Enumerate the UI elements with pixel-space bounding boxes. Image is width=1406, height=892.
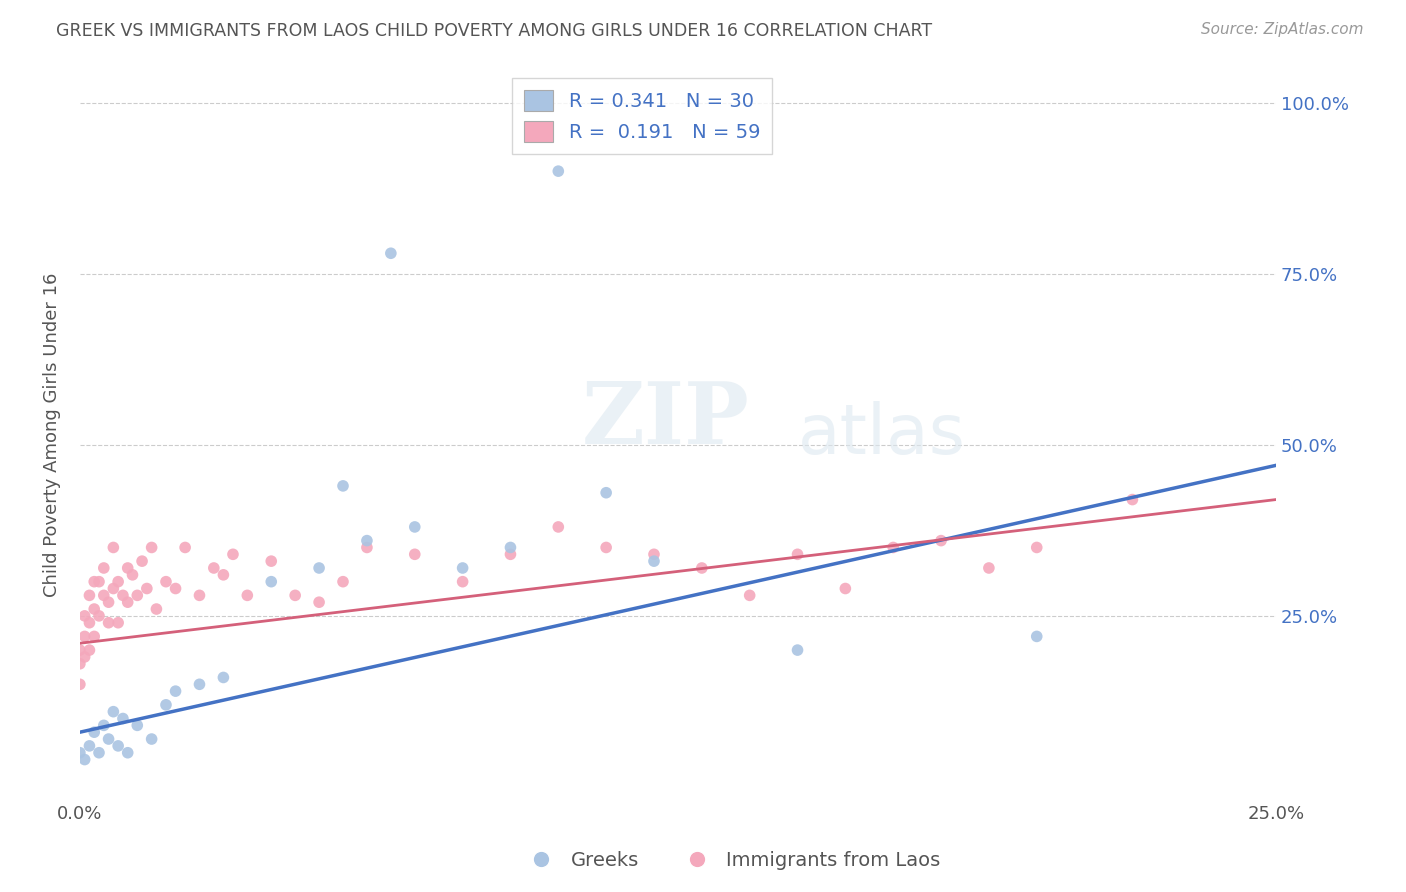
Point: [356, 541, 378, 555]
Point: [141, 732, 163, 747]
Point: [260, 554, 283, 568]
Point: [145, 602, 167, 616]
Point: [73, 753, 96, 767]
Point: [79, 588, 101, 602]
Point: [236, 588, 259, 602]
Point: [135, 582, 157, 596]
Point: [111, 588, 134, 602]
Point: [188, 677, 211, 691]
Point: [786, 547, 808, 561]
Point: [212, 670, 235, 684]
Point: [111, 712, 134, 726]
Point: [977, 561, 1000, 575]
Legend: R = 0.341   N = 30, R =  0.191   N = 59: R = 0.341 N = 30, R = 0.191 N = 59: [512, 78, 772, 153]
Point: [103, 705, 125, 719]
Point: [141, 541, 163, 555]
Point: [79, 643, 101, 657]
Text: GREEK VS IMMIGRANTS FROM LAOS CHILD POVERTY AMONG GIRLS UNDER 16 CORRELATION CHA: GREEK VS IMMIGRANTS FROM LAOS CHILD POVE…: [56, 22, 932, 40]
Point: [121, 567, 143, 582]
Point: [690, 561, 713, 575]
Point: [127, 718, 149, 732]
Point: [643, 547, 665, 561]
Point: [834, 582, 856, 596]
Point: [595, 541, 617, 555]
Point: [93, 588, 115, 602]
Point: [73, 629, 96, 643]
Point: [404, 520, 426, 534]
Legend: Greeks, Immigrants from Laos: Greeks, Immigrants from Laos: [515, 843, 948, 878]
Point: [83, 602, 105, 616]
Point: [308, 561, 330, 575]
Point: [83, 574, 105, 589]
Text: atlas: atlas: [797, 401, 966, 468]
Y-axis label: Child Poverty Among Girls Under 16: Child Poverty Among Girls Under 16: [44, 272, 60, 597]
Point: [547, 520, 569, 534]
Point: [165, 684, 187, 698]
Point: [222, 547, 245, 561]
Point: [882, 541, 904, 555]
Point: [69, 746, 91, 760]
Point: [643, 554, 665, 568]
Point: [451, 561, 474, 575]
Point: [212, 567, 235, 582]
Point: [87, 746, 110, 760]
Point: [117, 746, 139, 760]
Point: [499, 547, 522, 561]
Point: [117, 595, 139, 609]
Point: [73, 649, 96, 664]
Point: [332, 479, 354, 493]
Text: ZIP: ZIP: [582, 378, 749, 462]
Point: [87, 574, 110, 589]
Point: [107, 615, 129, 630]
Point: [595, 485, 617, 500]
Point: [93, 561, 115, 575]
Point: [79, 615, 101, 630]
Point: [69, 677, 91, 691]
Point: [97, 595, 120, 609]
Point: [155, 574, 177, 589]
Point: [97, 732, 120, 747]
Point: [83, 725, 105, 739]
Point: [107, 739, 129, 753]
Point: [786, 643, 808, 657]
Point: [188, 588, 211, 602]
Point: [1121, 492, 1143, 507]
Point: [332, 574, 354, 589]
Point: [127, 588, 149, 602]
Point: [103, 582, 125, 596]
Point: [380, 246, 402, 260]
Point: [738, 588, 761, 602]
Point: [451, 574, 474, 589]
Point: [79, 739, 101, 753]
Point: [83, 629, 105, 643]
Point: [165, 582, 187, 596]
Point: [202, 561, 225, 575]
Point: [356, 533, 378, 548]
Point: [87, 608, 110, 623]
Point: [107, 574, 129, 589]
Point: [1025, 629, 1047, 643]
Point: [308, 595, 330, 609]
Point: [69, 657, 91, 671]
Point: [284, 588, 307, 602]
Point: [404, 547, 426, 561]
Point: [69, 643, 91, 657]
Point: [93, 718, 115, 732]
Text: Source: ZipAtlas.com: Source: ZipAtlas.com: [1201, 22, 1364, 37]
Point: [73, 608, 96, 623]
Point: [260, 574, 283, 589]
Point: [117, 561, 139, 575]
Point: [174, 541, 197, 555]
Point: [131, 554, 153, 568]
Point: [929, 533, 952, 548]
Point: [97, 615, 120, 630]
Point: [1025, 541, 1047, 555]
Point: [155, 698, 177, 712]
Point: [103, 541, 125, 555]
Point: [547, 164, 569, 178]
Point: [499, 541, 522, 555]
